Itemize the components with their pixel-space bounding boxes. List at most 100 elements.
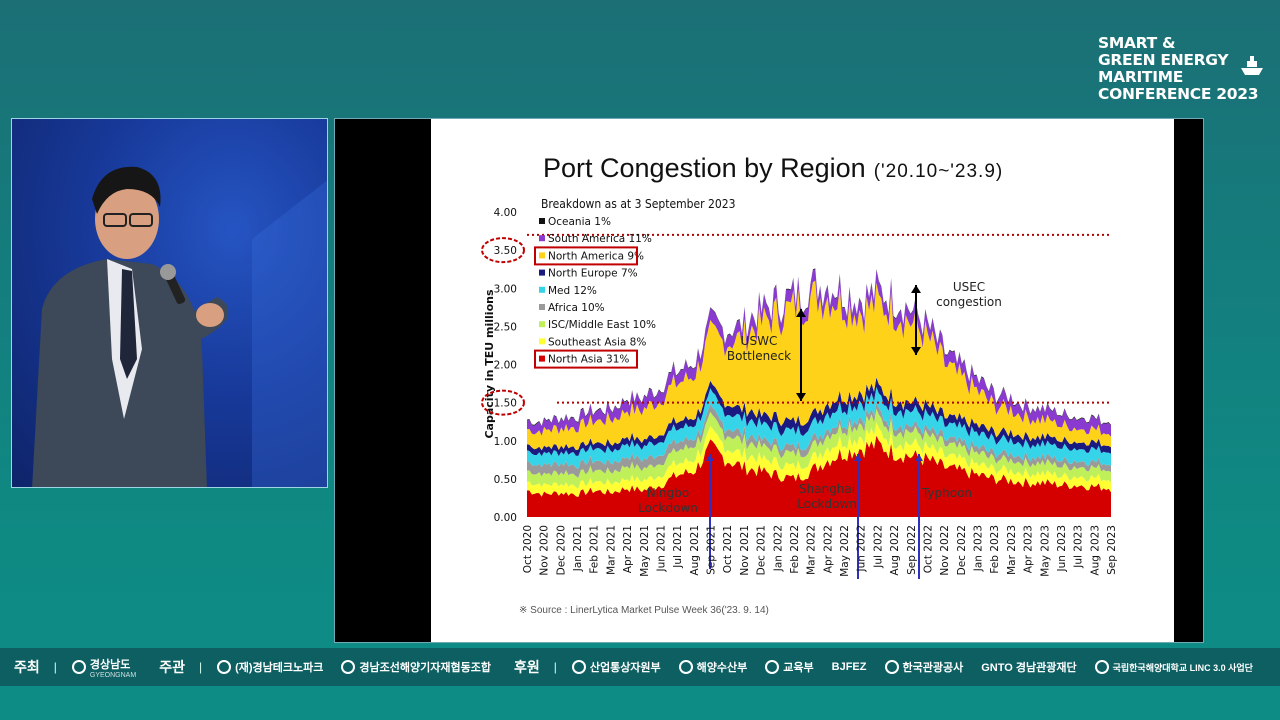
series-area-2 [527, 408, 1111, 489]
x-tick-label: Apr 2022 [822, 525, 834, 573]
x-tick-label: Feb 2023 [989, 525, 1001, 574]
sponsor-2-name: 교육부 [783, 662, 814, 674]
y-tick-label: 0.50 [494, 474, 517, 486]
host-name: 경상남도 [89, 658, 131, 671]
host-sub: GYEONGNAM [89, 671, 137, 679]
series-area-6 [527, 280, 1111, 451]
sponsor-3-name: BJFEZ [831, 661, 867, 673]
bottleneck-arrow-up-0 [796, 309, 806, 317]
y-tick-label: 2.50 [494, 321, 517, 333]
sponsor-6: 국립한국해양대학교 LINC 3.0 사업단 [1094, 660, 1253, 674]
y-tick-label: 3.00 [494, 283, 517, 295]
x-tick-label: Mar 2023 [1006, 525, 1018, 575]
y-axis-label: Capacity in TEU millions [483, 289, 496, 438]
annotation-line2: Bottleneck [727, 349, 791, 363]
bottleneck-arrow-down-1 [911, 347, 921, 355]
legend-swatch [539, 235, 545, 242]
y-tick-label: 1.50 [494, 398, 517, 410]
conference-line-4: CONFERENCE 2023 [1098, 85, 1259, 103]
x-tick-label: Oct 2022 [922, 525, 934, 573]
x-tick-label: May 2021 [639, 525, 651, 577]
slide: Port Congestion by Region ('20.10~'23.9) … [431, 119, 1175, 642]
separator: | [53, 660, 57, 674]
legend-swatch [539, 218, 545, 224]
x-tick-label: Mar 2021 [605, 525, 617, 575]
legend-swatch [539, 355, 545, 362]
annotation-line1: Ningbo [647, 486, 690, 500]
sponsor-4-name: 한국관광공사 [902, 662, 964, 674]
legend-label: South America 11% [548, 233, 652, 245]
slide-period: ('20.10~'23.9) [873, 161, 1004, 182]
sponsor-5-name: GNTO 경남관광재단 [981, 662, 1077, 674]
x-tick-label: May 2022 [839, 525, 851, 577]
x-tick-label: May 2023 [1039, 525, 1051, 577]
cooperative-logo-icon [341, 660, 356, 674]
series-area-7 [527, 269, 1111, 437]
tick-highlight-circle [481, 237, 525, 264]
sponsor-1-name: 해양수산부 [696, 662, 748, 674]
x-tick-label: Apr 2023 [1023, 525, 1035, 573]
legend-label: North Europe 7% [548, 268, 638, 280]
technopark-logo-icon [217, 660, 232, 674]
speaker-figure [12, 119, 327, 487]
sponsor-3: BJFEZ [832, 661, 867, 673]
x-tick-label: Jul 2021 [672, 525, 684, 569]
congestion-chart: Capacity in TEU millions 0.00 0.50 1.00 1.5… [481, 207, 1118, 579]
legend-highlight-box [534, 349, 638, 369]
x-tick-label: Dec 2022 [956, 525, 968, 575]
legend-label: Oceania 1% [548, 216, 611, 228]
separator: | [553, 660, 557, 674]
legend-label: Africa 10% [548, 302, 605, 314]
slide-title: Port Congestion by Region ('20.10~'23.9) [543, 153, 1003, 184]
separator: | [198, 660, 203, 674]
sponsor-4: 한국관광공사 [884, 659, 964, 675]
series-area-3 [527, 402, 1111, 478]
x-tick-label: Sep 2021 [706, 525, 718, 575]
speaker-video [11, 118, 328, 488]
legend-highlight-box [534, 246, 638, 266]
bottleneck-arrow-up-1 [911, 285, 921, 293]
sponsor-2: 교육부 [765, 659, 814, 675]
series-area-5 [527, 377, 1111, 457]
x-tick-label: Jan 2021 [572, 525, 584, 572]
x-tick-label: Jun 2022 [856, 525, 868, 572]
x-tick-label: Feb 2021 [589, 525, 601, 574]
x-tick-label: Nov 2022 [939, 525, 951, 576]
legend-swatch [539, 338, 545, 345]
x-tick-label: Oct 2020 [522, 525, 534, 573]
ministry-education-logo-icon [765, 660, 780, 674]
sponsor-0-name: 산업통상자원부 [589, 662, 661, 674]
annotation-line1: USWC [741, 334, 778, 348]
presentation-screen: Port Congestion by Region ('20.10~'23.9) … [334, 118, 1175, 643]
x-tick-label: Jul 2023 [1073, 525, 1085, 569]
x-tick-label: Aug 2021 [689, 525, 701, 576]
x-tick-label: Sep 2022 [906, 525, 918, 575]
legend-swatch [539, 286, 545, 293]
series-area-8 [527, 268, 1111, 427]
x-tick-label: Jul 2022 [872, 525, 884, 569]
screen-right-border [1174, 118, 1204, 643]
series-area-4 [527, 386, 1111, 469]
y-tick-label: 0.00 [494, 512, 517, 524]
annotation-line2: Lockdown [797, 497, 857, 511]
x-tick-label: Jan 2023 [973, 525, 985, 572]
conference-line-2: GREEN ENERGY [1098, 51, 1229, 69]
y-tick-label: 4.00 [494, 207, 517, 219]
annotation-line1: Shanghai [799, 482, 855, 496]
source-note: ※ Source : LinerLytica Market Pulse Week… [519, 605, 769, 616]
annotation-line2: congestion [936, 295, 1002, 309]
legend-swatch [539, 269, 545, 276]
typhoon-arrow-head [915, 454, 923, 461]
ministry-trade-logo-icon [571, 660, 586, 674]
conference-logo: SMART & GREEN ENERGY MARITIME CONFERENCE… [1098, 35, 1268, 103]
ship-icon [1241, 56, 1263, 75]
x-tick-label: Aug 2023 [1089, 525, 1101, 576]
x-tick-label: Nov 2021 [739, 525, 751, 576]
organizer-label: 주관 [159, 659, 185, 675]
x-tick-label: Jan 2022 [772, 525, 784, 572]
sponsor-6-name: 국립한국해양대학교 LINC 3.0 사업단 [1112, 662, 1253, 673]
org2-name: 경남조선해양기자재협동조합 [359, 662, 491, 674]
kto-logo-icon [884, 660, 899, 674]
series-area-1 [527, 422, 1111, 497]
gyeongnam-logo-icon [71, 660, 86, 674]
